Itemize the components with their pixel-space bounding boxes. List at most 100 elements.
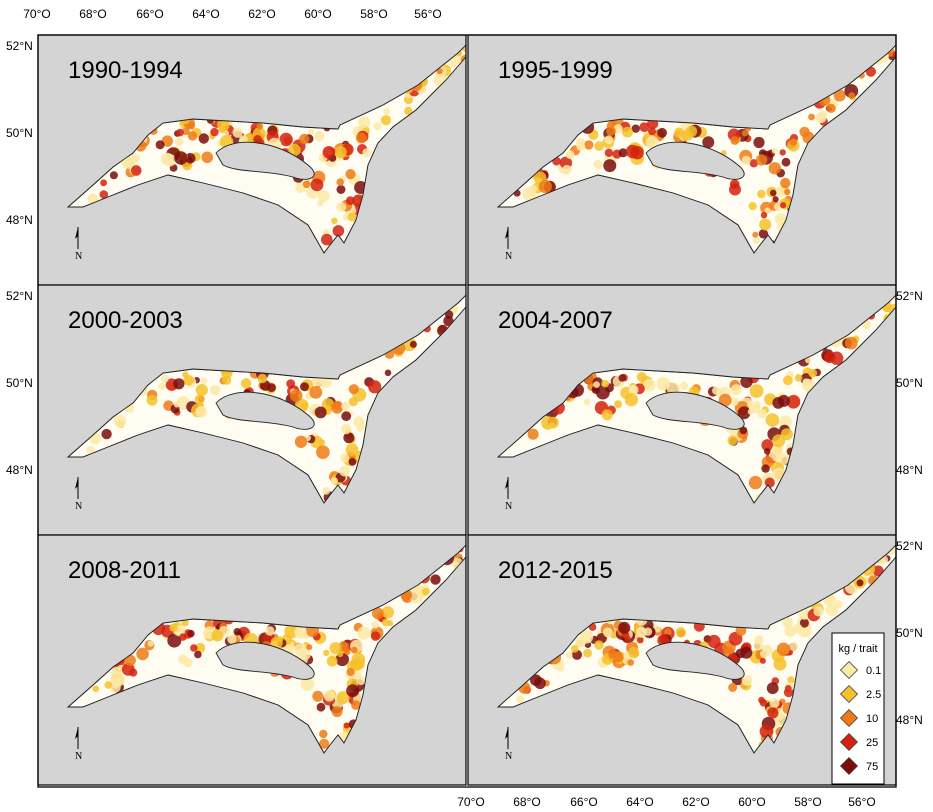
catch-cell	[604, 135, 614, 144]
catch-cell	[147, 640, 154, 647]
catch-cell	[538, 179, 552, 194]
catch-cell	[663, 628, 672, 636]
catch-cell	[373, 122, 382, 131]
legend-swatch-icon	[839, 660, 859, 680]
catch-cell	[749, 159, 758, 168]
catch-cell	[195, 642, 206, 654]
catch-cell	[195, 406, 207, 418]
catch-cell	[547, 416, 559, 429]
catch-cell	[761, 464, 770, 473]
catch-cell	[629, 385, 638, 393]
land-mask	[38, 285, 466, 535]
catch-cell	[764, 448, 771, 455]
catch-cell	[404, 106, 413, 116]
catch-cell	[233, 628, 242, 636]
catch-cell	[776, 642, 791, 656]
catch-cell	[787, 676, 795, 684]
catch-cell	[421, 587, 430, 596]
catch-cell	[341, 423, 352, 435]
catch-cell	[332, 225, 345, 237]
catch-cell	[630, 146, 644, 160]
anticosti-island	[645, 391, 745, 430]
catch-cell	[604, 148, 614, 157]
catch-cell	[740, 375, 753, 388]
north-arrow-head	[75, 727, 78, 739]
catch-cell	[848, 92, 856, 99]
panel-title: 2004-2007	[498, 307, 613, 334]
catch-cell	[729, 179, 740, 189]
legend-title: kg / trait	[838, 643, 877, 655]
legend-item: 10	[839, 708, 878, 728]
catch-cell	[323, 690, 336, 702]
catch-cell	[178, 654, 189, 665]
north-arrow-head	[505, 477, 508, 489]
catch-cell	[227, 634, 237, 644]
catch-cell	[348, 384, 359, 395]
catch-cell	[308, 128, 315, 135]
catch-cell	[639, 122, 650, 132]
catch-cell	[624, 393, 638, 407]
legend-swatch-icon	[839, 756, 859, 776]
lat-label-left: 48°N	[6, 213, 33, 227]
catch-cell	[642, 379, 656, 392]
catch-cell	[753, 136, 765, 149]
catch-cell	[169, 623, 178, 632]
catch-cell	[299, 133, 310, 145]
catch-cell	[289, 389, 303, 402]
catch-cell	[631, 124, 640, 133]
catch-cell	[730, 384, 742, 396]
catch-cell	[833, 89, 846, 102]
catch-cell	[387, 620, 394, 627]
lon-label-bottom: 64°O	[626, 795, 653, 809]
catch-cell	[740, 646, 753, 659]
catch-cell	[781, 157, 791, 167]
lon-label-top: 68°O	[79, 7, 106, 21]
catch-cell	[167, 633, 182, 648]
catch-cell	[635, 626, 647, 638]
coastline	[66, 294, 466, 504]
catch-cell	[257, 373, 268, 384]
lat-label-left: 50°N	[6, 126, 33, 140]
catch-cell	[784, 188, 791, 196]
right-latitude-axis: 52°N 50°N 48°N 52°N 50°N 48°N	[896, 289, 923, 727]
gulf-area	[468, 535, 896, 785]
catch-cell	[789, 642, 799, 652]
catch-cell	[109, 171, 118, 180]
catch-cell	[765, 413, 780, 427]
catch-cell	[99, 190, 109, 199]
catch-cell	[323, 649, 330, 657]
coastline	[496, 544, 896, 754]
catch-cell	[799, 618, 809, 628]
catch-cell	[789, 138, 797, 146]
map-panel: 2000-2003 N	[37, 284, 467, 536]
catch-cell	[124, 654, 136, 666]
legend-item: 0.1	[839, 660, 881, 680]
catch-cell	[136, 647, 149, 661]
catch-cell	[336, 185, 346, 194]
lon-label-bottom: 56°O	[848, 795, 875, 809]
catch-cell	[758, 229, 769, 239]
catch-cell	[190, 644, 198, 652]
catch-cell	[279, 132, 293, 147]
catch-cell	[306, 644, 313, 651]
catch-cell	[579, 630, 594, 644]
catch-cell	[753, 237, 761, 244]
catch-cell	[759, 218, 772, 231]
catch-cell	[383, 108, 391, 116]
catch-cell	[348, 397, 358, 407]
catch-cell	[357, 626, 371, 640]
catch-cell	[181, 619, 189, 627]
catch-cell	[345, 443, 359, 456]
legend-label: 2.5	[866, 689, 881, 701]
land-mask	[38, 535, 466, 785]
catch-cell	[741, 675, 753, 686]
catch-cell	[326, 655, 338, 667]
land-mask	[38, 35, 466, 285]
catch-cell	[813, 606, 824, 617]
catch-cell	[757, 408, 767, 419]
catch-cell	[104, 681, 113, 689]
catch-cell	[767, 707, 779, 719]
panel-title: 2000-2003	[68, 307, 183, 334]
catch-cell	[329, 642, 342, 654]
catch-cell	[779, 149, 786, 156]
